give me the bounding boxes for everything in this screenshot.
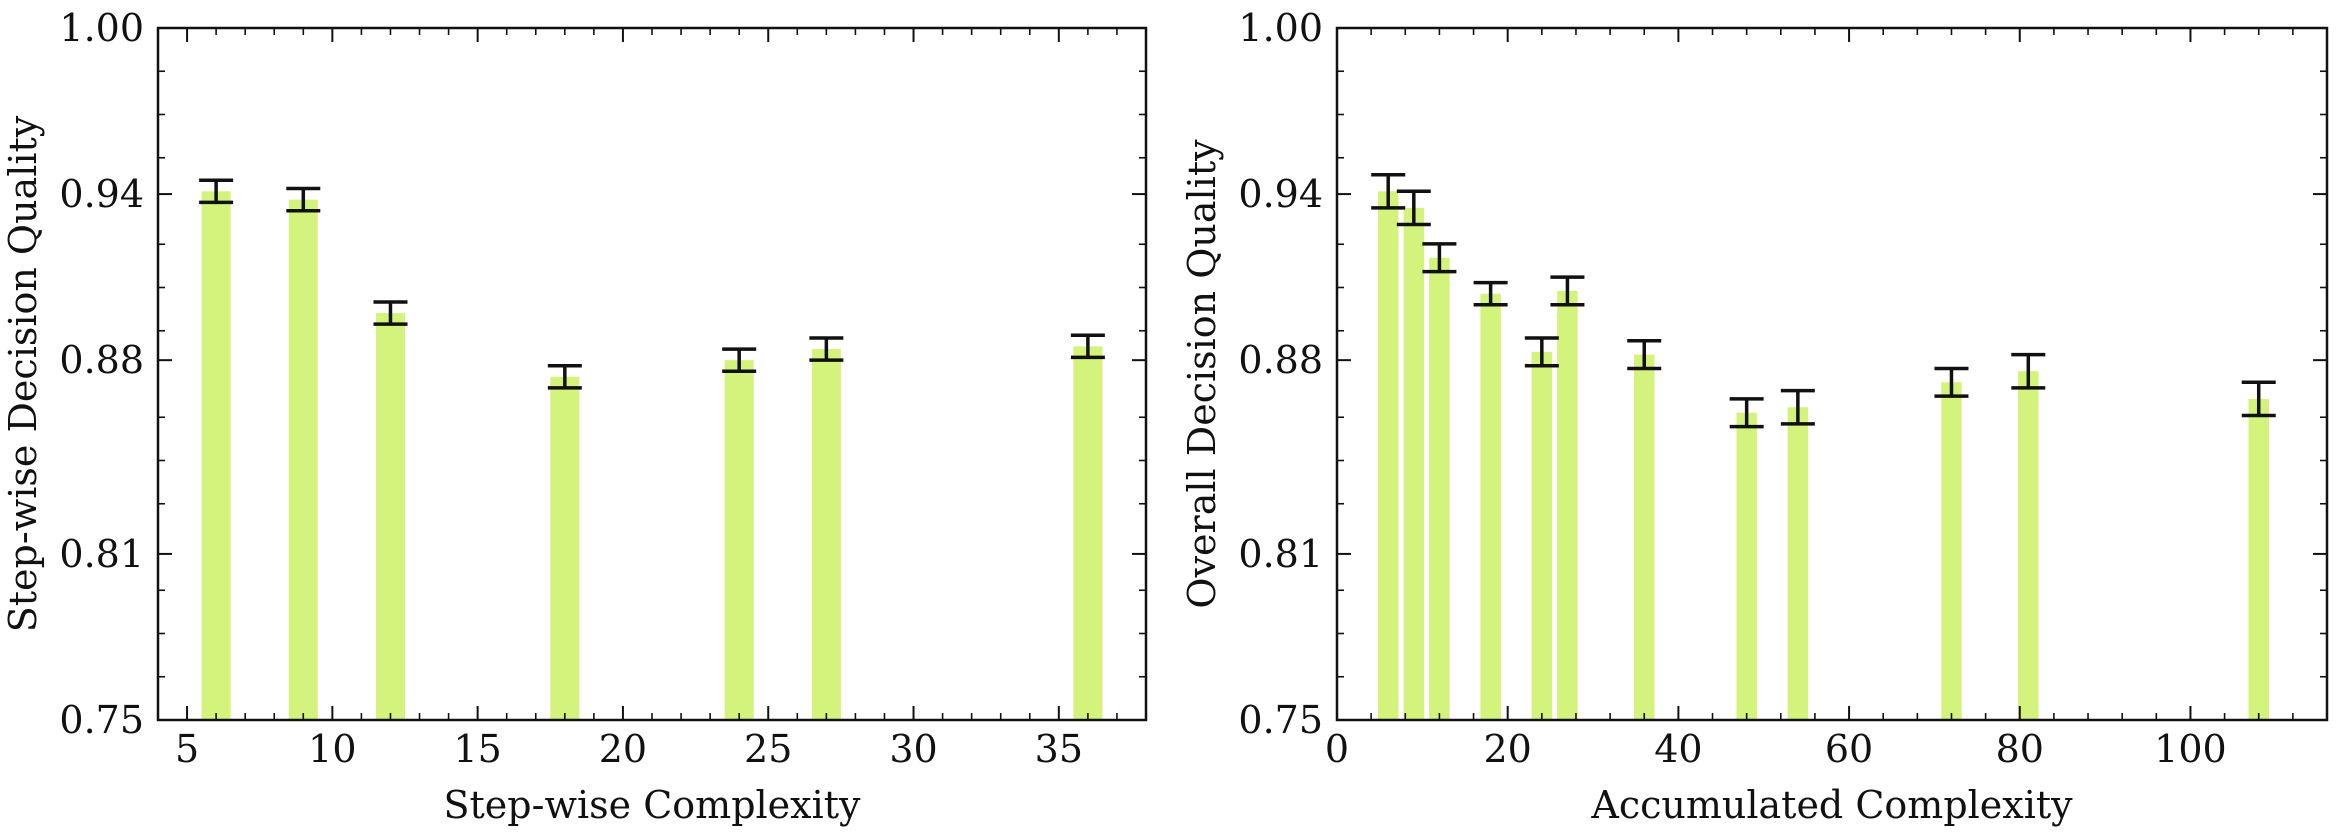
- left-error-bar: [809, 336, 844, 362]
- left-bar: [724, 360, 754, 720]
- left-x-tick-label: 15: [453, 727, 501, 771]
- right-error-bar: [1627, 339, 1662, 371]
- right-bar: [1787, 407, 1809, 720]
- left-error-bar: [722, 347, 757, 373]
- right-bar: [1480, 293, 1501, 720]
- right-x-tick-label: 20: [1484, 727, 1532, 771]
- right-bar: [1941, 382, 1962, 720]
- right-ticks: 0 20 40 60 80 100 0.75 0.81 0.88 0.94 1.00: [1238, 6, 2328, 771]
- left-bar: [1073, 346, 1103, 720]
- left-x-tick-label: 5: [175, 727, 199, 771]
- right-y-axis-label: Overall Decision Quality: [1180, 139, 1224, 609]
- left-error-bar: [1070, 333, 1105, 360]
- right-bar: [1377, 191, 1399, 720]
- right-plot-frame: [1335, 26, 2329, 722]
- right-error-bar: [1550, 275, 1585, 307]
- right-y-tick-label: 0.94: [1238, 172, 1323, 216]
- right-error-bar: [1524, 336, 1559, 368]
- right-bar: [1403, 207, 1425, 721]
- right-bar: [1557, 290, 1578, 720]
- right-error-bar: [1780, 388, 1815, 426]
- right-error-bar: [2011, 352, 2046, 390]
- right-panel-accumulated: 0 20 40 60 80 100 0.75 0.81 0.88 0.94 1.00 Accumul…: [1180, 6, 2329, 827]
- left-bar: [550, 376, 580, 720]
- right-error-bar: [1934, 366, 1969, 398]
- right-error-bar: [2241, 380, 2276, 418]
- left-y-tick-label: 1.00: [59, 6, 144, 50]
- left-bar: [288, 199, 318, 721]
- left-x-tick-label: 35: [1035, 727, 1083, 771]
- right-bar: [2018, 371, 2039, 720]
- right-x-tick-label: 100: [2154, 727, 2227, 771]
- right-x-axis-label: Accumulated Complexity: [1590, 783, 2073, 827]
- right-x-tick-label: 40: [1654, 727, 1702, 771]
- right-bars: [1377, 191, 2269, 721]
- right-x-tick-label: 80: [1996, 727, 2044, 771]
- right-bar: [1429, 257, 1450, 720]
- left-y-tick-label: 0.81: [59, 532, 144, 576]
- right-bar: [1736, 412, 1757, 720]
- left-x-tick-label: 30: [889, 727, 937, 771]
- left-error-bar: [373, 300, 408, 326]
- right-error-bar: [1371, 172, 1406, 210]
- left-x-axis-label: Step-wise Complexity: [444, 783, 862, 827]
- left-bar: [201, 191, 231, 720]
- right-bar: [1634, 354, 1655, 720]
- left-y-axis-label: Step-wise Decision Quality: [1, 115, 45, 632]
- right-y-tick-label: 1.00: [1238, 6, 1323, 50]
- left-error-bars: [199, 178, 1105, 390]
- left-error-bar: [547, 363, 582, 390]
- left-error-bar: [199, 178, 234, 205]
- left-x-tick-label: 25: [744, 727, 792, 771]
- left-bar: [375, 313, 405, 720]
- right-error-bars: [1371, 172, 2276, 429]
- right-error-bar: [1396, 189, 1431, 227]
- left-error-bar: [286, 186, 321, 213]
- right-x-tick-label: 0: [1325, 727, 1349, 771]
- left-y-tick-label: 0.88: [59, 338, 144, 382]
- left-bars: [201, 191, 1103, 721]
- left-panel-step-wise: 5 10 15 20 25 30 35 0.75 0.81 0.88 0.94 1.00 Step-w…: [1, 6, 1148, 827]
- right-bar: [1531, 351, 1553, 720]
- right-x-tick-label: 60: [1825, 727, 1873, 771]
- right-error-bar: [1473, 280, 1508, 307]
- right-y-tick-label: 0.81: [1238, 532, 1323, 576]
- right-y-tick-label: 0.88: [1238, 338, 1323, 382]
- left-x-tick-label: 10: [308, 727, 356, 771]
- right-error-bar: [1422, 242, 1457, 274]
- left-y-tick-label: 0.75: [59, 698, 144, 742]
- left-plot-frame: [156, 26, 1148, 722]
- left-bar: [811, 349, 841, 720]
- right-error-bar: [1729, 397, 1764, 429]
- right-bar: [2248, 398, 2269, 720]
- left-y-tick-label: 0.94: [59, 172, 144, 216]
- right-y-tick-label: 0.75: [1238, 698, 1323, 742]
- left-x-tick-label: 20: [599, 727, 647, 771]
- left-ticks: 5 10 15 20 25 30 35 0.75 0.81 0.88 0.94 1.00: [59, 6, 1147, 771]
